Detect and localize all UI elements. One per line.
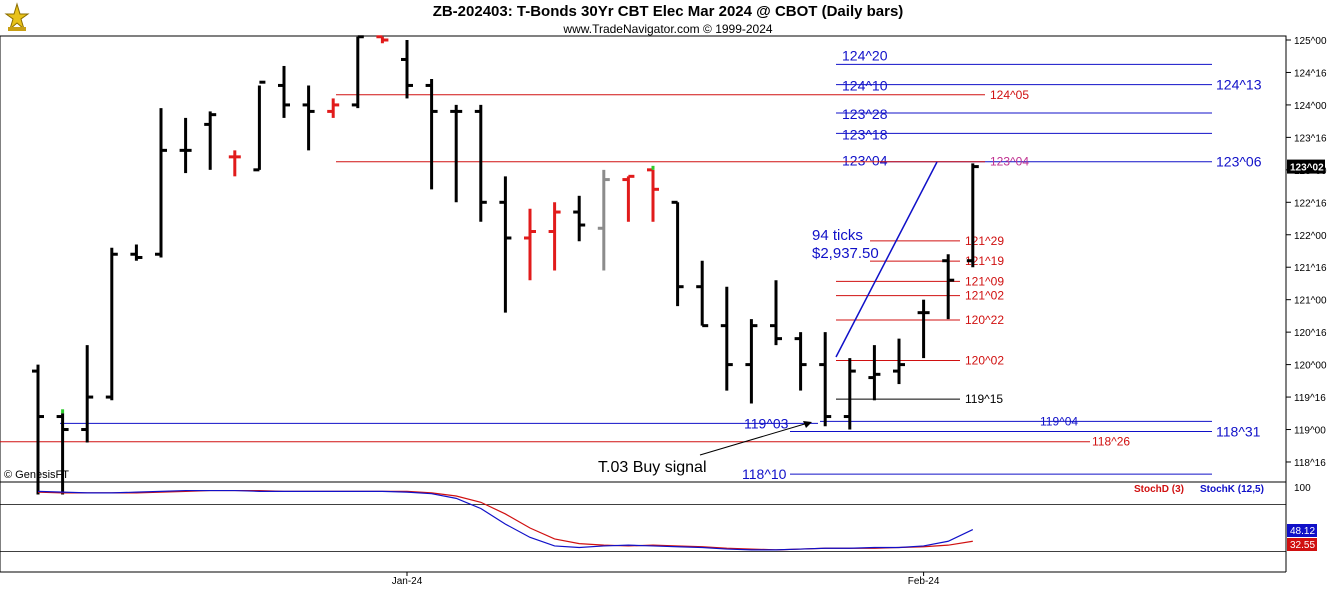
last-price-tag: [1287, 159, 1325, 174]
level-right-label: 123^06: [1216, 154, 1262, 170]
price-tick-label: 122^00: [1294, 231, 1327, 242]
stoch-panel: [0, 481, 1287, 573]
stoch-k-tag: [1287, 524, 1317, 537]
level-label: 119^04: [1040, 414, 1078, 428]
level-label: 118^10: [742, 466, 787, 482]
price-tick-label: 121^16: [1294, 263, 1327, 274]
level-label: 119^15: [965, 392, 1003, 406]
stoch-k-legend: StochK (12,5): [1200, 484, 1264, 495]
level-label: 124^05: [990, 88, 1029, 102]
price-tick-label: 119^00: [1294, 426, 1326, 437]
level-label: 123^04: [990, 155, 1029, 169]
date-axis: [0, 572, 1336, 591]
ticks-label: 94 ticks: [812, 227, 863, 244]
level-label: 121^02: [965, 289, 1004, 303]
date-label: Feb-24: [908, 576, 940, 587]
level-label: 123^28: [842, 106, 888, 122]
last-price-label: 123^02: [1290, 163, 1324, 174]
price-tick-label: 123^16: [1294, 133, 1327, 144]
buy-signal-arrow: [699, 422, 809, 456]
price-tick-label: 120^00: [1294, 361, 1327, 372]
level-right-label: 124^13: [1216, 77, 1262, 93]
level-label: 124^20: [842, 47, 888, 63]
stoch-k-value: 48.12: [1290, 526, 1315, 537]
price-tick-label: 122^16: [1294, 198, 1327, 209]
chart-subtitle: www.TradeNavigator.com © 1999-2024: [563, 22, 773, 36]
buy-signal-label: T.03 Buy signal: [598, 459, 707, 476]
level-right-label: 118^31: [1216, 424, 1261, 440]
stoch-scale-label: 100: [1294, 483, 1311, 494]
stoch-d-legend: StochD (3): [1134, 484, 1184, 495]
level-label: 121^29: [965, 234, 1004, 248]
price-tick-label: 121^00: [1294, 296, 1327, 307]
dollar-label: $2,937.50: [812, 245, 879, 262]
date-label: Jan-24: [392, 576, 423, 587]
price-tick-label: 124^16: [1294, 68, 1327, 79]
chart-header: ZB-202403: T-Bonds 30Yr CBT Elec Mar 202…: [0, 0, 1336, 36]
stoch-d-tag: [1287, 538, 1317, 551]
price-panel: [0, 35, 1287, 483]
price-tick-label: 119^16: [1294, 393, 1326, 404]
level-label: 119^03: [744, 415, 789, 431]
level-label: 121^09: [965, 274, 1004, 288]
stoch-k-line: [37, 489, 974, 551]
buy-signal-arrowhead: [803, 421, 812, 428]
stoch-d-value: 32.55: [1290, 540, 1315, 551]
chart-title: ZB-202403: T-Bonds 30Yr CBT Elec Mar 202…: [432, 3, 904, 20]
measure-line: [835, 161, 938, 358]
level-label: 123^18: [842, 126, 888, 142]
genesis-logo-icon: [4, 2, 30, 31]
level-label: 120^02: [965, 354, 1004, 368]
level-label: 118^26: [1092, 435, 1130, 449]
price-tick-label: 124^00: [1294, 101, 1327, 112]
level-label: 124^10: [842, 78, 888, 94]
price-tick-label: 120^16: [1294, 328, 1327, 339]
level-label: 123^04: [842, 153, 888, 169]
price-tick-label: 118^16: [1294, 458, 1326, 469]
price-tick-label: 125^00: [1294, 36, 1327, 47]
level-label: 121^19: [965, 254, 1004, 268]
level-label: 120^22: [965, 313, 1004, 327]
